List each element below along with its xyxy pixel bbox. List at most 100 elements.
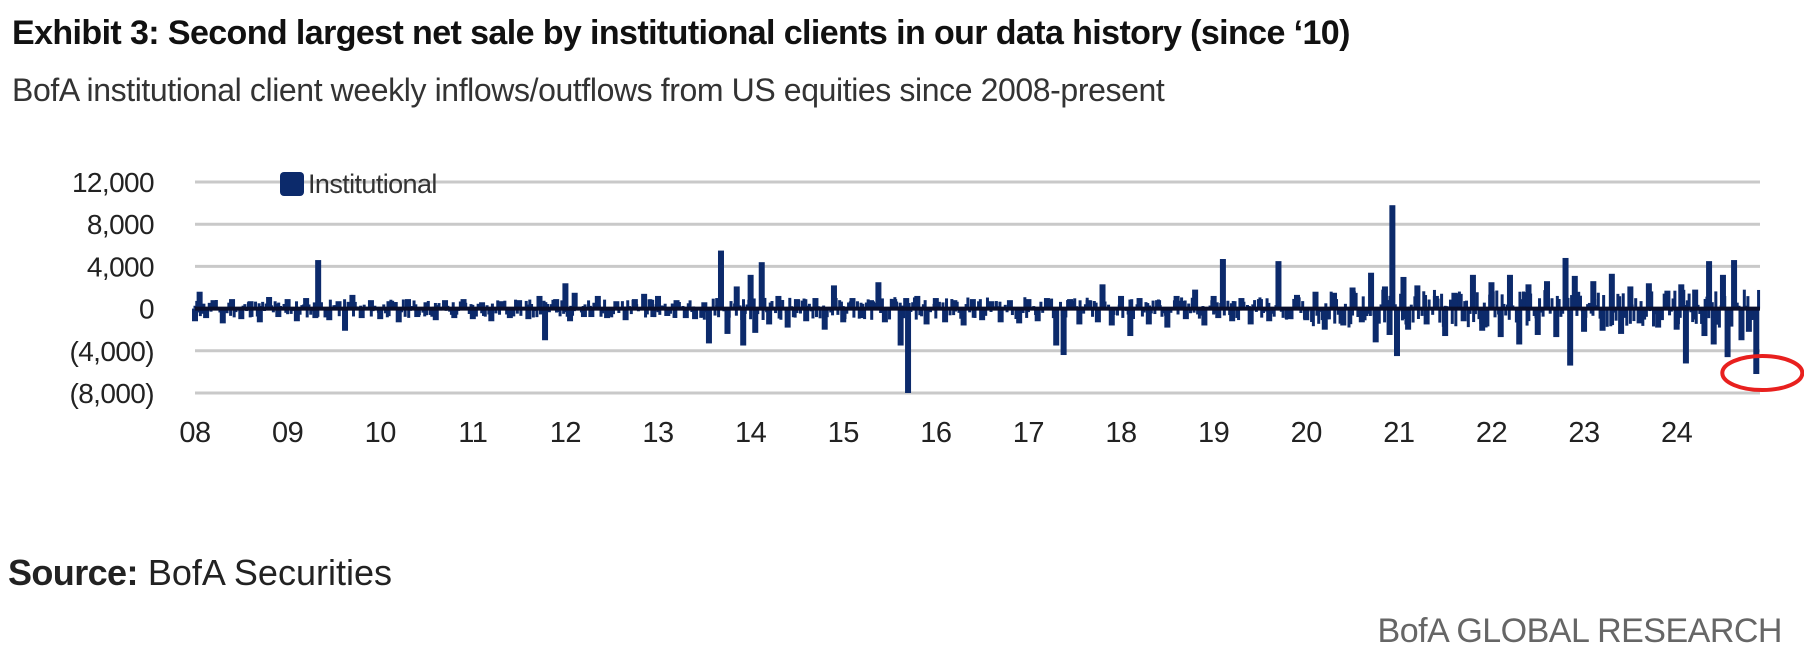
bar-noise	[1367, 308, 1371, 314]
bar-noise	[1290, 308, 1294, 320]
bar-noise	[1181, 300, 1185, 309]
bar	[196, 291, 203, 309]
bar	[775, 295, 782, 309]
bar-noise	[1377, 308, 1381, 324]
bar	[1534, 308, 1541, 335]
bar-noise	[1703, 298, 1707, 309]
bar	[1215, 308, 1222, 319]
bar-noise	[774, 308, 778, 314]
bar-noise	[879, 308, 883, 313]
bar	[1567, 308, 1574, 366]
bar	[256, 308, 263, 323]
bar-noise	[428, 308, 432, 315]
bar-noise	[1691, 308, 1695, 323]
bar-noise	[1652, 308, 1656, 327]
bar-noise	[921, 304, 925, 309]
bar	[192, 308, 198, 322]
bar-noise	[1176, 308, 1180, 315]
bar-noise	[864, 302, 868, 309]
bar-noise	[1616, 293, 1620, 309]
bar	[1393, 308, 1400, 357]
bar	[1423, 308, 1430, 325]
bar-noise	[515, 308, 519, 314]
bar-noise	[1144, 302, 1148, 309]
bar-noise	[1192, 308, 1196, 313]
footer-brand: BofA GLOBAL RESEARCH	[1377, 612, 1783, 650]
bar-noise	[1014, 308, 1018, 320]
bar	[1544, 281, 1551, 309]
bar-noise	[407, 308, 411, 318]
bar-noise	[1671, 298, 1675, 309]
bar-noise	[888, 308, 892, 320]
bar-noise	[763, 297, 767, 309]
bar-noise	[1431, 308, 1435, 315]
bar-noise	[421, 308, 425, 313]
bar	[594, 295, 601, 309]
bar-noise	[971, 308, 975, 318]
bar-noise	[261, 301, 265, 309]
bar-noise	[873, 302, 877, 309]
legend: Institutional	[280, 169, 437, 199]
bar	[266, 296, 273, 309]
bar-noise	[531, 308, 535, 318]
bar-noise	[1212, 308, 1216, 315]
bar	[942, 308, 949, 323]
bar	[1738, 308, 1745, 341]
bar-noise	[1500, 294, 1504, 309]
bar-noise	[1473, 308, 1477, 315]
bar	[303, 298, 310, 309]
bar	[451, 308, 458, 319]
source-line: Source: BofA Securities	[8, 552, 392, 594]
bar-noise	[1707, 308, 1711, 319]
bar-noise	[273, 301, 277, 309]
bar-noise	[1180, 297, 1184, 309]
bar	[284, 299, 291, 309]
bar-noise	[1424, 295, 1428, 309]
x-tick-label: 15	[828, 417, 859, 449]
bar-noise	[1454, 308, 1458, 327]
bar-noise	[702, 308, 706, 320]
bar-noise	[1315, 308, 1319, 316]
bar-noise	[920, 308, 924, 317]
bar-noise	[1146, 303, 1150, 309]
legend-swatch	[280, 172, 304, 196]
bar	[229, 299, 236, 309]
bar	[1673, 308, 1680, 330]
bar-noise	[401, 299, 405, 309]
bar	[1719, 274, 1726, 309]
bar-noise	[1614, 308, 1618, 321]
bar-noise	[403, 308, 407, 317]
bar	[1469, 274, 1476, 309]
bar-noise	[1010, 308, 1014, 316]
bar	[414, 308, 421, 318]
bar	[335, 301, 342, 309]
bar-noise	[423, 308, 427, 317]
bar-noise	[788, 297, 792, 309]
bar-noise	[1541, 308, 1545, 317]
bar	[1636, 308, 1643, 324]
bar-noise	[1678, 308, 1682, 318]
x-tick-label: 22	[1476, 417, 1507, 449]
bar	[1155, 300, 1162, 309]
bar-noise	[1292, 298, 1296, 309]
bar	[238, 308, 245, 320]
bar-noise	[1459, 293, 1463, 309]
bar-noise	[838, 300, 842, 309]
bar	[1414, 285, 1421, 309]
bar-noise	[934, 308, 938, 319]
bar-noise	[1299, 308, 1303, 313]
bar-noise	[535, 308, 539, 318]
bar-noise	[734, 308, 738, 316]
bar	[442, 300, 449, 309]
bar-noise	[319, 302, 323, 309]
bar-noise	[490, 303, 494, 309]
bar-noise	[1685, 300, 1689, 309]
bar-noise	[1151, 300, 1155, 309]
x-axis: 08 09 10 11 12 13 14 15 16 17 18 19 20 21 22 23 24	[179, 417, 1693, 449]
bar-noise	[1115, 308, 1119, 316]
bar-noise	[1083, 304, 1087, 309]
bar-noise	[286, 308, 290, 315]
bar	[210, 300, 217, 309]
bar-noise	[1267, 302, 1271, 309]
bar	[1701, 308, 1708, 337]
